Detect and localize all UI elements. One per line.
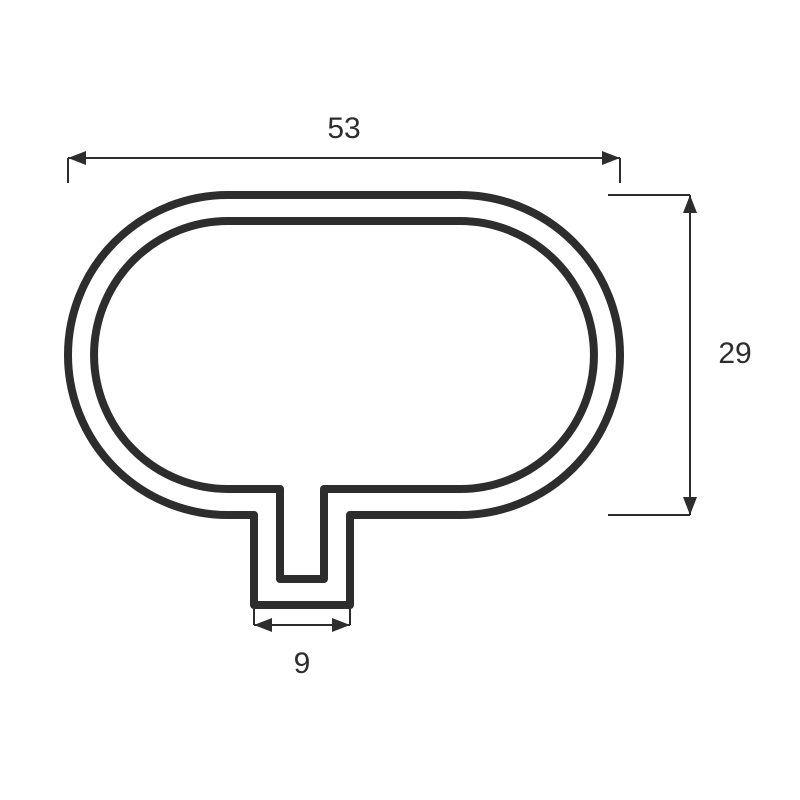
dimension-height-label: 29 — [718, 337, 751, 370]
dimension-height: 29 — [608, 195, 752, 515]
dimension-tab-label: 9 — [294, 647, 311, 680]
dimension-width: 53 — [68, 112, 620, 183]
profile-outline — [68, 195, 620, 605]
dimension-width-label: 53 — [327, 112, 360, 145]
